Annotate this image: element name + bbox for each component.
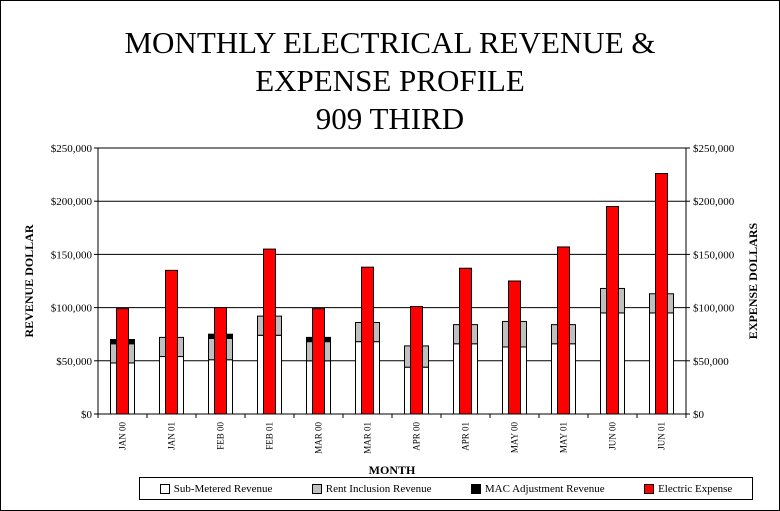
- x-tick-label: FEB 00: [216, 422, 226, 450]
- y-tick-label-left: $50,000: [56, 356, 92, 368]
- legend-label: Sub-Metered Revenue: [173, 482, 273, 495]
- legend: Sub-Metered Revenue Rent Inclusion Reven…: [139, 477, 753, 500]
- y-tick-label-right: $150,000: [693, 249, 735, 261]
- bar-electric-expense: [606, 206, 619, 415]
- y-tick-label-left: $0: [81, 409, 93, 421]
- y-axis-label-right: EXPENSE DOLLARS: [746, 223, 760, 340]
- bar-electric-expense: [116, 308, 129, 415]
- x-tick-label: JUN 01: [657, 422, 667, 450]
- x-axis-label: MONTH: [369, 463, 416, 477]
- y-tick-label-right: $200,000: [693, 196, 735, 208]
- x-tick-label: MAY 00: [510, 422, 520, 454]
- title-line-2: EXPENSE PROFILE: [255, 63, 525, 98]
- legend-swatch-mac-adjustment: [470, 483, 481, 494]
- legend-item-mac-adjustment: MAC Adjustment Revenue: [470, 482, 605, 495]
- legend-swatch-electric-expense: [644, 483, 655, 494]
- x-tick-label: FEB 01: [265, 422, 275, 450]
- x-tick-label: JAN 01: [167, 422, 177, 450]
- bar-electric-expense: [312, 308, 325, 415]
- title-line-1: MONTHLY ELECTRICAL REVENUE &: [124, 25, 656, 60]
- legend-swatch-sub-metered: [159, 483, 170, 494]
- x-tick-label: JUN 00: [608, 422, 618, 450]
- bar-electric-expense: [410, 306, 423, 415]
- y-tick-label-left: $200,000: [51, 196, 93, 208]
- bar-electric-expense: [557, 246, 570, 415]
- bar-electric-expense: [655, 173, 668, 415]
- bar-electric-expense: [214, 307, 227, 415]
- y-tick-label-right: $0: [693, 409, 705, 421]
- x-tick-label: MAY 01: [559, 422, 569, 453]
- y-tick-label-left: $100,000: [51, 303, 93, 315]
- x-tick-label: APR 00: [412, 422, 422, 451]
- bar-electric-expense: [165, 269, 178, 415]
- legend-label: MAC Adjustment Revenue: [484, 482, 605, 495]
- y-axis-label-left: REVENUE DOLLAR: [22, 224, 36, 337]
- x-tick-label: JAN 00: [118, 422, 128, 450]
- legend-item-sub-metered: Sub-Metered Revenue: [159, 482, 273, 495]
- bar-electric-expense: [361, 266, 374, 415]
- y-tick-label-left: $250,000: [51, 143, 93, 155]
- y-tick-label-right: $50,000: [693, 356, 729, 368]
- legend-item-rent-inclusion: Rent Inclusion Revenue: [311, 482, 432, 495]
- legend-item-electric-expense: Electric Expense: [644, 483, 732, 495]
- bar-electric-expense: [263, 248, 276, 415]
- legend-swatch-rent-inclusion: [311, 483, 322, 494]
- bar-electric-expense: [459, 267, 472, 415]
- bar-electric-expense: [508, 280, 521, 415]
- y-tick-label-right: $100,000: [693, 303, 735, 315]
- axis-layer: $0 $0 $50,000 $50,000 $100,000 $100,000 $150,0…: [51, 143, 735, 454]
- legend-label: Electric Expense: [658, 482, 733, 495]
- grid-layer: [98, 147, 686, 362]
- y-tick-label-left: $150,000: [51, 249, 93, 261]
- x-tick-label: APR 01: [461, 422, 471, 451]
- title-line-3: 909 THIRD: [315, 101, 465, 136]
- x-tick-label: MAR 01: [363, 422, 373, 454]
- legend-label: Rent Inclusion Revenue: [325, 482, 432, 495]
- x-tick-label: MAR 00: [314, 422, 324, 454]
- chart-title: MONTHLY ELECTRICAL REVENUE & EXPENSE PRO…: [0, 24, 780, 138]
- bar-layer: [110, 173, 674, 415]
- y-tick-label-right: $250,000: [693, 143, 735, 155]
